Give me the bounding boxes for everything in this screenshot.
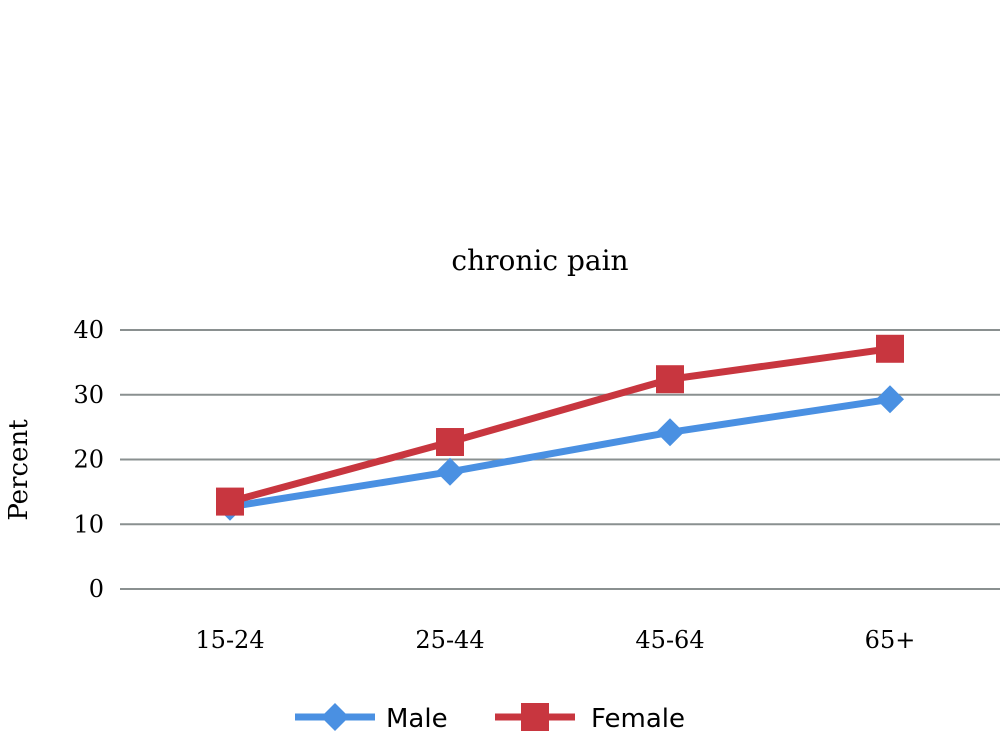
data-point-female: [656, 365, 684, 394]
x-tick-label: 45-64: [635, 626, 704, 654]
x-tick-labels: 15-24 25-44 45-64 65+: [195, 626, 915, 654]
legend-label-male: Male: [386, 704, 448, 734]
x-tick-label: 15-24: [195, 626, 264, 654]
y-tick-label: 20: [73, 446, 104, 474]
x-tick-label: 65+: [865, 626, 916, 654]
legend: Male Female: [295, 703, 685, 734]
gridlines: [120, 329, 1000, 590]
y-tick-label: 40: [73, 316, 104, 344]
legend-marker-female: [521, 703, 549, 731]
y-axis-label: Percent: [4, 419, 34, 521]
series-line-female: [229, 345, 891, 505]
series-line-male: [229, 395, 891, 511]
data-point-male: [436, 457, 464, 486]
data-point-female: [216, 487, 244, 516]
data-point-female: [436, 428, 464, 457]
chart-title: chronic pain: [451, 244, 628, 277]
data-point-male: [656, 418, 684, 447]
y-tick-label: 30: [73, 381, 104, 409]
y-tick-labels: 0 10 20 30 40: [73, 316, 104, 603]
legend-marker-male: [321, 703, 349, 731]
y-tick-label: 10: [73, 510, 104, 538]
legend-label-female: Female: [591, 704, 685, 734]
series-layer: [216, 334, 904, 521]
y-tick-label: 0: [89, 575, 104, 603]
data-point-male: [876, 385, 904, 414]
x-tick-label: 25-44: [415, 626, 484, 654]
data-point-female: [876, 334, 904, 363]
